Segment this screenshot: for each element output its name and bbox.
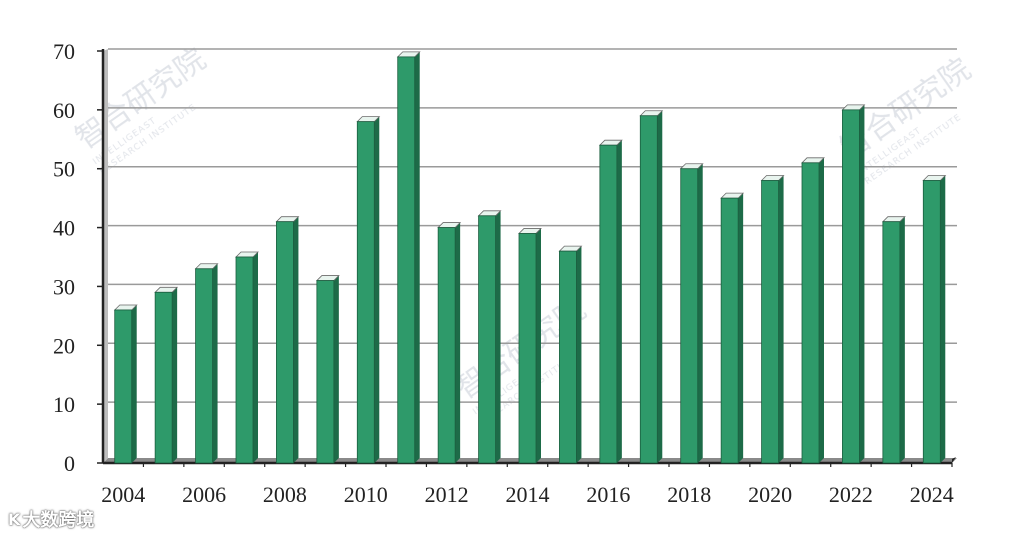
x-axis-ticks: 2004 2006 2008 2010 2012 2014 2016 2018 2020 2022… <box>101 463 954 507</box>
bar-front <box>518 233 537 464</box>
y-tick-label: 40 <box>53 216 75 241</box>
bar-front <box>235 256 254 464</box>
y-tick-label: 60 <box>53 98 75 123</box>
y-tick-label: 50 <box>53 157 75 182</box>
x-tick-label: 2014 <box>506 482 550 507</box>
x-tick-label: 2020 <box>748 482 792 507</box>
bar <box>194 263 219 464</box>
bar <box>760 175 785 464</box>
x-tick-label: 2012 <box>425 482 469 507</box>
bar-front <box>195 268 213 464</box>
x-tick-label: 2008 <box>263 482 307 507</box>
bar <box>720 192 745 464</box>
bar-side <box>536 228 541 463</box>
bar <box>801 157 825 464</box>
bar-front <box>437 227 456 464</box>
y-tick-label: 70 <box>53 39 75 64</box>
bar-side <box>293 216 299 463</box>
bar-side <box>374 116 380 463</box>
y-tick-label: 30 <box>53 274 75 299</box>
bar-front <box>639 115 658 464</box>
bar <box>396 51 421 464</box>
bar-side <box>172 287 178 463</box>
brand-watermark: K 大数跨境 <box>8 506 94 532</box>
bar-front <box>599 144 618 464</box>
bar-front <box>761 180 779 464</box>
bar-front <box>316 280 335 464</box>
bar-front <box>154 291 173 464</box>
bar-side <box>333 275 339 463</box>
bar-side <box>778 175 784 463</box>
bar <box>477 210 502 464</box>
x-tick-label: 2018 <box>667 482 711 507</box>
bar <box>841 104 866 464</box>
bar-side <box>212 263 218 463</box>
bar-side <box>616 140 622 463</box>
bar-front <box>397 56 416 464</box>
x-tick-label: 2022 <box>829 482 873 507</box>
bar-side <box>859 104 865 463</box>
bar-side <box>940 175 946 463</box>
bar <box>679 163 704 464</box>
bar-side <box>819 157 824 464</box>
bar-side <box>253 252 258 463</box>
bar <box>356 116 381 464</box>
bar <box>275 216 300 464</box>
bar-front <box>276 221 294 464</box>
bar-front <box>882 221 901 464</box>
watermark-1: 智合研究院 INTELLIGEAST RESEARCH INSTITUTE <box>70 42 213 177</box>
bar-side <box>899 216 905 463</box>
y-axis-ticks: 0 10 20 30 40 50 60 70 <box>53 39 103 476</box>
bar-side <box>657 110 663 463</box>
bar <box>154 286 179 464</box>
x-tick-label: 2004 <box>101 482 145 507</box>
bar-front <box>356 121 375 464</box>
bar-side <box>576 246 582 463</box>
bar <box>639 110 664 464</box>
bar-front <box>922 180 941 464</box>
brand-logo-icon: K <box>8 509 20 529</box>
x-tick-label: 2010 <box>344 482 388 507</box>
bars <box>113 51 947 464</box>
bar-side <box>495 210 501 463</box>
bar-front <box>559 250 577 464</box>
x-tick-label: 2016 <box>586 482 630 507</box>
bar-side <box>455 222 461 463</box>
bar <box>113 304 138 464</box>
bar-front <box>114 309 133 464</box>
brand-name: 大数跨境 <box>22 510 95 531</box>
y-tick-label: 20 <box>53 333 75 358</box>
x-axis-end <box>952 457 956 463</box>
x-tick-label: 2006 <box>182 482 226 507</box>
y-tick-label: 0 <box>64 451 75 476</box>
bar <box>881 216 906 464</box>
bar-front <box>842 109 860 464</box>
bar-front <box>680 168 699 464</box>
bar-front <box>801 162 820 464</box>
bar <box>437 222 462 464</box>
bar-side <box>131 304 137 463</box>
bar <box>922 175 947 464</box>
bar <box>598 139 623 464</box>
bar-front <box>720 197 739 464</box>
x-tick-label: 2024 <box>910 482 954 507</box>
bar-side <box>738 193 744 463</box>
bar <box>518 228 542 464</box>
bar-front <box>478 215 496 464</box>
bar-side <box>414 51 420 464</box>
bar-side <box>697 163 703 463</box>
bar <box>315 275 340 464</box>
y-tick-label: 10 <box>53 392 75 417</box>
bar <box>235 251 259 464</box>
bar <box>558 245 583 464</box>
